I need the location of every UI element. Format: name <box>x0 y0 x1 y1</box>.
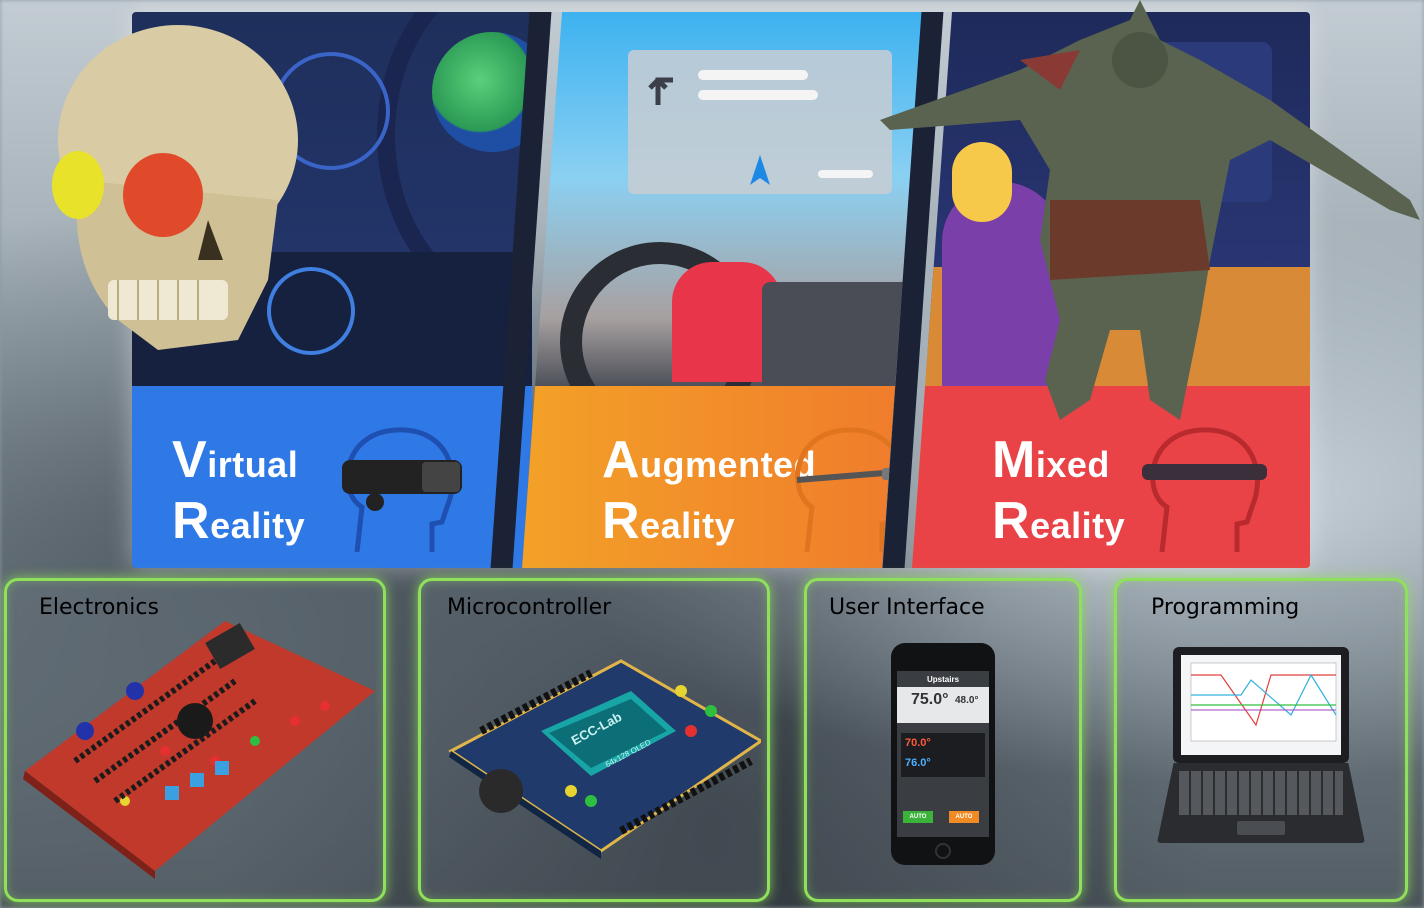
skull-3d-model <box>52 25 298 350</box>
mr-person <box>942 182 1062 392</box>
mr-headset-head-icon <box>1142 427 1267 553</box>
vr-headset-head-icon <box>342 427 462 553</box>
radar-icon <box>267 267 355 355</box>
card-microcontroller: Microcontroller ECC-Lab 64x128 OLED <box>418 578 770 902</box>
plot-graphic <box>1190 662 1337 742</box>
home-button-icon <box>935 843 951 859</box>
vr-title: Virtual Reality <box>172 431 306 550</box>
card-programming: Programming <box>1114 578 1408 902</box>
main-temperature: 75.0° <box>911 691 949 708</box>
mr-face <box>952 142 1012 222</box>
touchpad <box>1237 821 1285 835</box>
card-electronics: Electronics <box>4 578 386 902</box>
smartphone-image: Upstairs 75.0° 48.0° 70.0° 76.0° AUTO AU… <box>891 643 995 865</box>
setpoint-panel <box>901 733 985 777</box>
electronics-board-image <box>23 621 375 879</box>
ar-title: Augmented Reality <box>602 431 817 550</box>
mr-title: Mixed Reality <box>992 431 1126 550</box>
planet-icon <box>432 32 532 152</box>
ar-panel: Augmented Reality <box>522 12 922 568</box>
outside-temperature: 48.0° <box>955 695 979 706</box>
auto-button-left[interactable]: AUTO <box>903 811 933 823</box>
navigation-card <box>628 50 892 194</box>
microcontroller-board-image <box>448 659 761 859</box>
card-label-electronics: Electronics <box>39 595 159 620</box>
car-dashboard <box>762 282 912 392</box>
card-label-user-interface: User Interface <box>829 595 985 620</box>
auto-button-right[interactable]: AUTO <box>949 811 979 823</box>
laptop-screen <box>1173 647 1349 763</box>
app-title: Upstairs <box>927 675 960 684</box>
laptop-keyboard <box>1157 763 1365 843</box>
temp-panel <box>897 687 989 723</box>
card-label-programming: Programming <box>1151 595 1300 620</box>
monster-3d-model <box>880 0 1420 420</box>
keyboard-keys <box>1179 771 1343 815</box>
heat-setpoint: 70.0° <box>905 737 931 749</box>
vr-color-band <box>132 386 532 568</box>
thermostat-app-screen: Upstairs 75.0° 48.0° 70.0° 76.0° AUTO AU… <box>897 671 989 837</box>
card-user-interface: User Interface Upstairs 75.0° 48.0° 70.0… <box>804 578 1082 902</box>
laptop-plot-window <box>1181 655 1341 755</box>
card-label-microcontroller: Microcontroller <box>447 595 612 620</box>
cool-setpoint: 76.0° <box>905 757 931 769</box>
